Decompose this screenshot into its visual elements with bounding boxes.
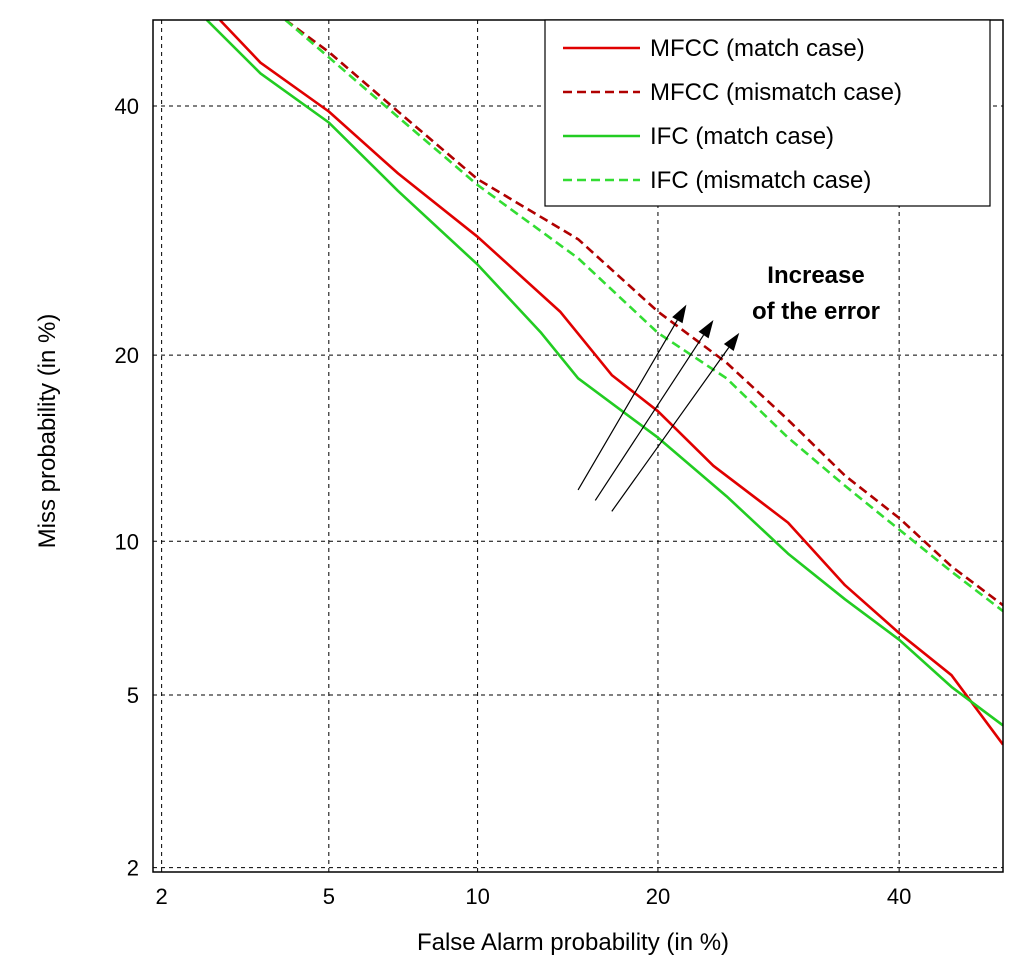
x-tick-label: 2 (155, 884, 167, 909)
annotation-arrow-3 (611, 347, 730, 512)
legend-label-2: MFCC (mismatch case) (650, 79, 902, 106)
annotation-arrowhead-2 (698, 319, 714, 339)
x-tick-label: 40 (887, 884, 911, 909)
y-axis-title: Miss probability (in %) (34, 314, 61, 549)
legend-box (544, 19, 991, 207)
series-line-2 (284, 20, 1003, 607)
annotation-arrow-1 (577, 319, 678, 491)
annotation-line-2: of the error (752, 298, 880, 325)
y-tick-label: 2 (127, 856, 139, 881)
y-tick-label: 5 (127, 683, 139, 708)
legend-label-3: IFC (match case) (650, 123, 834, 150)
legend-label-4: IFC (mismatch case) (650, 167, 871, 194)
y-tick-label: 20 (115, 343, 139, 368)
y-tick-label: 10 (115, 529, 139, 554)
annotation-text: Increase of the error (752, 262, 880, 325)
x-tick-label: 20 (646, 884, 670, 909)
legend-label-1: MFCC (match case) (650, 35, 865, 62)
annotation-arrowhead-3 (723, 332, 740, 352)
annotation-line-1: Increase (767, 262, 864, 289)
annotation-arrows (577, 304, 740, 512)
annotation-arrowhead-1 (672, 304, 687, 324)
series-line-3 (205, 20, 1003, 727)
annotation-arrow-2 (594, 334, 705, 501)
x-tick-label: 10 (465, 884, 489, 909)
x-axis-title: False Alarm probability (in %) (417, 929, 729, 956)
y-tick-label: 40 (115, 94, 139, 119)
x-tick-label: 5 (323, 884, 335, 909)
legend: MFCC (match case) MFCC (mismatch case) IFC… (544, 19, 991, 207)
series-line-4 (284, 20, 1003, 613)
